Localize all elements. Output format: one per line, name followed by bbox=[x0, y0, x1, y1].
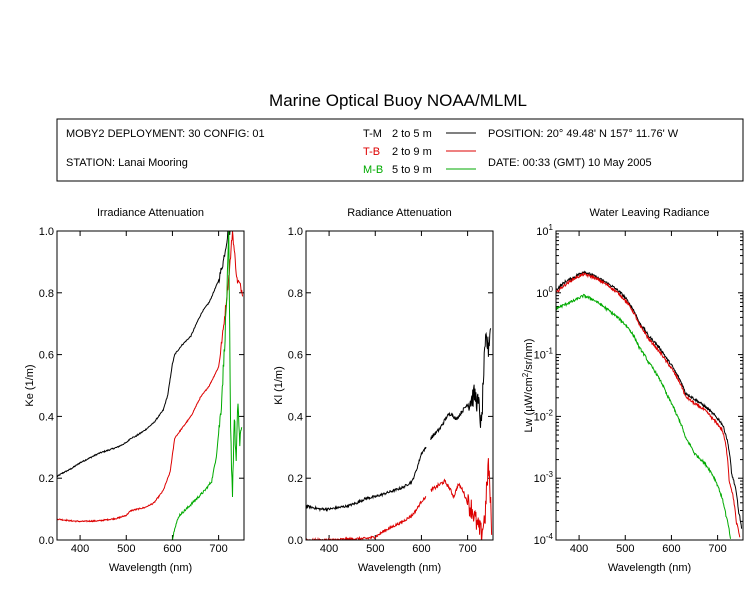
series-line-2 bbox=[430, 328, 492, 440]
x-tick-label: 500 bbox=[117, 543, 135, 555]
series-line-1 bbox=[57, 231, 231, 478]
y-tick-label: 100 bbox=[536, 285, 553, 300]
legend-code: T-M bbox=[363, 128, 382, 140]
y-tick-label: 1.0 bbox=[39, 226, 54, 238]
y-tick-label: 10-2 bbox=[534, 408, 554, 423]
panels: Irradiance Attenuation 400 500 600 700 0.0 0.2… bbox=[24, 207, 744, 574]
panel-title: Water Leaving Radiance bbox=[589, 207, 709, 219]
legend-code: M-B bbox=[363, 164, 383, 176]
panel-1: Irradiance Attenuation 400 500 600 700 0.0 0.2… bbox=[24, 207, 245, 574]
legend-range: 2 to 9 m bbox=[392, 146, 432, 158]
y-tick-label: 0.0 bbox=[288, 535, 303, 547]
panel-2: Radiance Attenuation 400 500 600 700 0.0 0.2 0.… bbox=[273, 207, 494, 574]
series-line-2 bbox=[57, 231, 244, 523]
station-text: STATION: Lanai Mooring bbox=[66, 157, 188, 169]
x-tick-label: 400 bbox=[570, 543, 588, 555]
x-tick-label: 600 bbox=[163, 543, 181, 555]
y-tick-label: 0.0 bbox=[39, 535, 54, 547]
x-tick-label: 600 bbox=[662, 543, 680, 555]
date-text: DATE: 00:33 (GMT) 10 May 2005 bbox=[488, 157, 652, 169]
y-tick-label: 0.4 bbox=[288, 411, 303, 423]
x-tick-label: 700 bbox=[209, 543, 227, 555]
panel-title: Irradiance Attenuation bbox=[97, 207, 204, 219]
y-tick-label: 0.2 bbox=[39, 473, 54, 485]
series-line-1 bbox=[556, 270, 743, 529]
info-box bbox=[56, 118, 744, 182]
y-tick-label: 0.8 bbox=[288, 288, 303, 300]
y-tick-label: 10-3 bbox=[534, 470, 554, 485]
y-axis-title: Kl (1/m) bbox=[273, 366, 285, 405]
legend: T-M 2 to 5 m T-B 2 to 9 m M-B 5 to 9 m bbox=[363, 128, 476, 176]
legend-range: 2 to 5 m bbox=[392, 128, 432, 140]
x-tick-label: 500 bbox=[616, 543, 634, 555]
series-line-3 bbox=[556, 293, 731, 539]
y-tick-label: 1.0 bbox=[288, 226, 303, 238]
legend-code: T-B bbox=[363, 146, 380, 158]
figure-title: Marine Optical Buoy NOAA/MLML bbox=[269, 91, 527, 110]
plot-frame bbox=[555, 230, 744, 541]
deployment-text: MOBY2 DEPLOYMENT: 30 CONFIG: 01 bbox=[66, 128, 265, 140]
panel-title: Radiance Attenuation bbox=[347, 207, 452, 219]
y-axis-title: Ke (1/m) bbox=[24, 364, 36, 406]
series-line-3 bbox=[172, 231, 243, 540]
x-axis-title: Wavelength (nm) bbox=[109, 562, 192, 574]
series-line-2 bbox=[556, 271, 741, 538]
x-tick-label: 600 bbox=[412, 543, 430, 555]
y-tick-label: 10-1 bbox=[534, 347, 554, 362]
plot-frame bbox=[305, 230, 494, 541]
legend-range: 5 to 9 m bbox=[392, 164, 432, 176]
y-axis-title: Lw (µW/cm2/sr/nm) bbox=[521, 339, 535, 433]
y-tick-label: 101 bbox=[536, 223, 553, 238]
y-tick-label: 0.6 bbox=[39, 350, 54, 362]
y-tick-label: 0.2 bbox=[288, 473, 303, 485]
y-tick-label: 0.4 bbox=[39, 411, 54, 423]
x-tick-label: 700 bbox=[708, 543, 726, 555]
x-tick-label: 500 bbox=[366, 543, 384, 555]
y-tick-label: 0.6 bbox=[288, 350, 303, 362]
panel-3: Water Leaving Radiance 400 500 600 700 101 100… bbox=[521, 207, 744, 574]
x-axis-title: Wavelength (nm) bbox=[608, 562, 691, 574]
y-tick-label: 0.8 bbox=[39, 288, 54, 300]
position-text: POSITION: 20° 49.48' N 157° 11.76' W bbox=[488, 128, 679, 140]
x-axis-title: Wavelength (nm) bbox=[358, 562, 441, 574]
plot-frame bbox=[56, 230, 245, 541]
series-line-4 bbox=[430, 458, 493, 540]
y-tick-label: 10-4 bbox=[534, 532, 554, 547]
series-line-1 bbox=[306, 446, 427, 512]
x-tick-label: 400 bbox=[71, 543, 89, 555]
series-line-3 bbox=[306, 496, 427, 540]
x-tick-label: 400 bbox=[320, 543, 338, 555]
x-tick-label: 700 bbox=[458, 543, 476, 555]
